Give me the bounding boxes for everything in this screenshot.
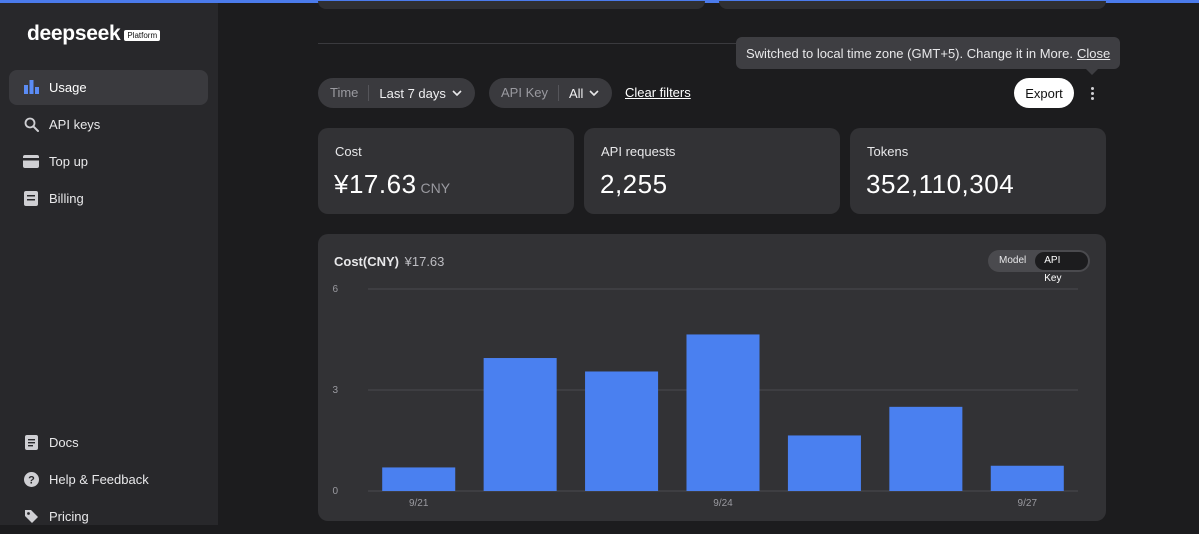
help-icon: ?: [23, 471, 39, 487]
x-tick-label: 9/27: [1018, 498, 1038, 509]
bar-9-22: [483, 358, 557, 491]
bar-chart-icon: [23, 79, 39, 95]
time-filter-value: Last 7 days: [379, 85, 446, 101]
sidebar-item-pricing[interactable]: Pricing: [9, 499, 208, 534]
sidebar-item-label: Help & Feedback: [49, 472, 149, 487]
bar-9-24: [686, 334, 760, 491]
sidebar-item-label: Docs: [49, 435, 79, 450]
time-filter-label: Time: [318, 85, 370, 101]
tokens-title: Tokens: [867, 144, 909, 159]
docs-icon: [23, 434, 39, 450]
chart-title-label: Cost(CNY): [334, 254, 399, 269]
cost-value-row: ¥17.63 CNY: [334, 169, 450, 200]
logo-wordmark: deepseek: [27, 22, 121, 45]
card-icon: [23, 153, 39, 169]
bar-9-25: [787, 435, 861, 491]
chart-total: ¥17.63: [404, 254, 445, 269]
tooltip-arrow: [1086, 69, 1098, 75]
tag-icon: [23, 508, 39, 524]
chevron-down-icon: [589, 90, 611, 96]
api-key-filter-dropdown[interactable]: API Key All: [489, 78, 612, 108]
billing-icon: [23, 190, 39, 206]
api-requests-value: 2,255: [600, 169, 668, 199]
sidebar-item-help[interactable]: ? Help & Feedback: [9, 462, 208, 497]
y-tick-label: 0: [332, 486, 338, 497]
api-requests-card: API requests 2,255: [584, 128, 840, 214]
logo[interactable]: deepseek Platform: [27, 22, 161, 46]
clear-filters-link[interactable]: Clear filters: [625, 85, 691, 100]
sidebar-item-label: Top up: [49, 154, 89, 169]
top-card-left: [318, 1, 705, 9]
y-tick-label: 3: [332, 385, 338, 396]
sidebar-item-label: Billing: [49, 191, 84, 206]
top-card-right: [719, 1, 1106, 9]
x-tick-label: 9/24: [713, 498, 733, 509]
divider: [318, 43, 1106, 44]
sidebar-item-api-keys[interactable]: API keys: [9, 107, 208, 142]
bar-9-27: [990, 465, 1064, 491]
timezone-tooltip: Switched to local time zone (GMT+5). Cha…: [736, 37, 1121, 69]
cost-chart-card: Cost(CNY) ¥17.63 Model API Key 0 3 6 9/21 9/…: [318, 234, 1106, 521]
cost-bar-chart: 0 3 6 9/21 9/24 9/27: [332, 284, 1078, 509]
main-content: Switched to local time zone (GMT+5). Cha…: [218, 1, 1199, 525]
chart-title: Cost(CNY) ¥17.63: [334, 254, 444, 269]
cost-card: Cost ¥17.63 CNY: [318, 128, 574, 214]
bar-9-26: [889, 406, 963, 491]
toggle-model[interactable]: Model: [999, 255, 1027, 266]
group-by-toggle: Model API Key: [988, 250, 1090, 284]
tokens-card: Tokens 352,110,304: [850, 128, 1106, 214]
time-filter-dropdown[interactable]: Time Last 7 days: [318, 78, 475, 108]
sidebar-item-docs[interactable]: Docs: [9, 425, 208, 460]
sidebar-item-top-up[interactable]: Top up: [9, 144, 208, 179]
x-tick-label: 9/21: [409, 498, 429, 509]
tooltip-close-link[interactable]: Close: [1076, 45, 1111, 61]
bar-9-23: [585, 371, 659, 491]
search-icon: [23, 116, 39, 132]
cost-title: Cost: [335, 144, 362, 159]
platform-badge: Platform: [124, 29, 161, 41]
tokens-value: 352,110,304: [866, 169, 1015, 199]
toggle-api-key[interactable]: API Key: [1035, 252, 1088, 284]
sidebar-item-billing[interactable]: Billing: [9, 181, 208, 216]
tooltip-text: Switched to local time zone (GMT+5). Cha…: [746, 45, 1073, 61]
sidebar-item-label: Usage: [49, 80, 87, 95]
sidebar-item-usage[interactable]: Usage: [9, 70, 208, 105]
svg-text:?: ?: [28, 474, 35, 486]
cost-unit: CNY: [420, 180, 451, 196]
sidebar-item-label: API keys: [49, 117, 101, 132]
sidebar: deepseek Platform Usage API keys Top up …: [0, 3, 218, 525]
cost-value: ¥17.63: [334, 169, 417, 199]
sidebar-item-label: Pricing: [49, 509, 89, 524]
api-key-filter-label: API Key: [489, 85, 559, 101]
bar-9-21: [382, 467, 456, 491]
chevron-down-icon: [452, 90, 474, 96]
export-button[interactable]: Export: [1014, 78, 1074, 108]
api-requests-title: API requests: [601, 144, 676, 159]
api-key-filter-value: All: [568, 85, 584, 101]
y-tick-label: 6: [332, 284, 338, 295]
more-options-icon[interactable]: [1084, 83, 1100, 103]
